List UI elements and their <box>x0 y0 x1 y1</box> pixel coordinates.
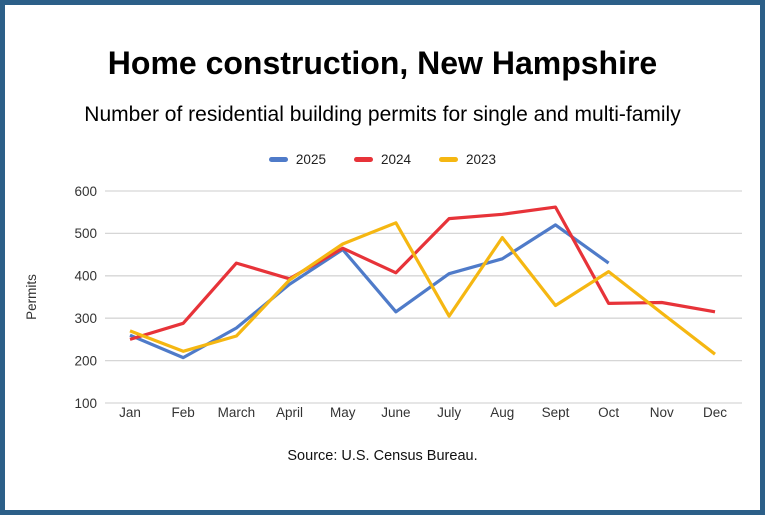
y-tick-label-500: 500 <box>74 226 97 241</box>
legend-swatch-2023 <box>439 157 459 162</box>
y-tick-label-100: 100 <box>74 396 97 411</box>
x-tick-label-april: April <box>276 405 303 420</box>
series-line-2024 <box>129 205 716 341</box>
source-note: Source: U.S. Census Bureau. <box>287 448 478 464</box>
legend-label-2025: 2025 <box>295 152 326 167</box>
x-tick-label-nov: Nov <box>650 405 674 420</box>
legend-label-2023: 2023 <box>466 152 497 167</box>
x-tick-label-feb: Feb <box>172 405 195 420</box>
legend-item-2024: 2024 <box>353 152 412 167</box>
y-tick-label-400: 400 <box>74 269 97 284</box>
y-axis-title: Permits <box>24 274 39 320</box>
chart-legend: 2025 2024 2023 <box>5 152 760 167</box>
x-tick-label-oct: Oct <box>598 405 619 420</box>
series-line-2023 <box>129 221 716 356</box>
y-tick-label-200: 200 <box>74 353 97 368</box>
x-tick-label-march: March <box>218 405 256 420</box>
x-tick-label-july: July <box>437 405 461 420</box>
y-tick-label-300: 300 <box>74 311 97 326</box>
y-tick-label-600: 600 <box>74 184 97 199</box>
legend-swatch-2025 <box>268 157 288 162</box>
line-chart-plot: 100 200 300 400 500 600 Jan Feb March April May Jun… <box>24 184 742 420</box>
legend-swatch-2024 <box>353 157 373 162</box>
x-tick-label-sept: Sept <box>542 405 570 420</box>
legend-item-2023: 2023 <box>439 152 496 167</box>
series-line-2025 <box>129 223 610 360</box>
legend-label-2024: 2024 <box>380 152 412 167</box>
chart-title: Home construction, New Hampshire <box>107 45 658 81</box>
x-tick-label-june: June <box>381 405 410 420</box>
legend-item-2025: 2025 <box>268 152 326 167</box>
x-tick-label-may: May <box>330 405 356 420</box>
x-tick-label-aug: Aug <box>490 405 514 420</box>
chart-subtitle: Number of residential building permits f… <box>84 103 681 126</box>
x-tick-label-dec: Dec <box>703 405 727 420</box>
x-tick-label-jan: Jan <box>119 405 141 420</box>
